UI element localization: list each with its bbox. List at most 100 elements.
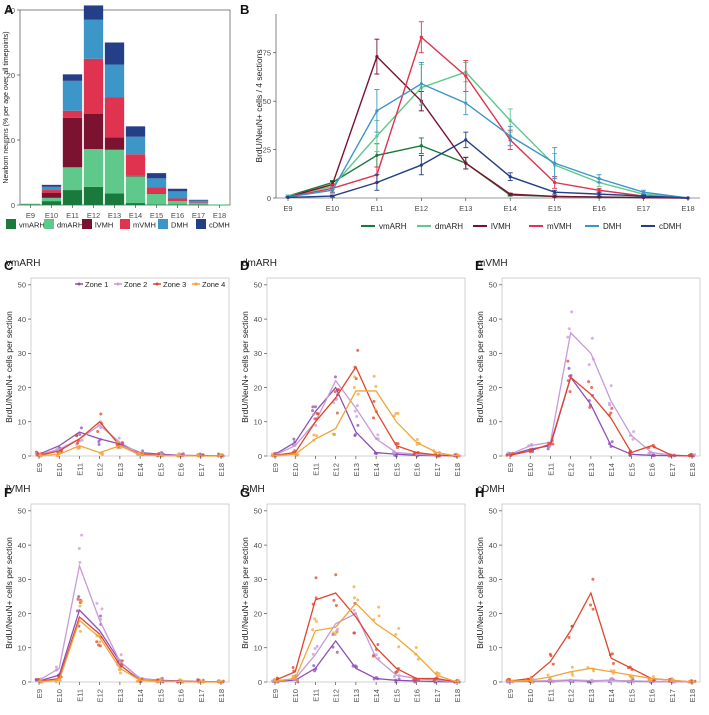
replicate-dot: [335, 650, 339, 654]
replicate-dot: [295, 678, 299, 682]
series-line-zone: [509, 376, 693, 457]
replicate-dot: [568, 390, 572, 394]
legend-label: Zone 3: [163, 280, 186, 289]
x-tick-label: E12: [332, 463, 341, 476]
data-point: [375, 180, 379, 185]
legend-dot: [194, 282, 198, 286]
y-tick-label: 10: [489, 644, 497, 653]
replicate-dot: [99, 412, 103, 416]
x-tick-label: E17: [197, 463, 206, 476]
replicate-dot: [392, 674, 396, 678]
replicate-dot: [79, 599, 83, 603]
x-tick-label: E11: [370, 204, 383, 213]
x-tick-label: E10: [526, 463, 535, 476]
replicate-dot: [352, 385, 356, 389]
replicate-dot: [631, 675, 635, 679]
x-tick-label: E14: [372, 463, 381, 476]
replicate-dot: [610, 440, 614, 444]
legend-label: Zone 1: [85, 280, 108, 289]
replicate-dot: [100, 607, 104, 611]
x-tick-label: E11: [311, 689, 320, 702]
x-tick-label: E12: [567, 463, 576, 476]
replicate-dot: [291, 665, 295, 669]
x-tick-label: E12: [96, 689, 105, 702]
bar-segment-cDMH: [146, 173, 167, 179]
data-point: [375, 134, 379, 138]
data-point: [464, 138, 468, 142]
series-line-zone: [509, 331, 693, 457]
replicate-dot: [333, 375, 337, 379]
data-point: [553, 161, 557, 165]
replicate-dot: [376, 433, 380, 437]
series-line-zone: [274, 379, 458, 457]
y-tick-label: 20: [254, 609, 262, 618]
bar-segment-vmARH: [104, 193, 125, 205]
replicate-dot: [591, 607, 595, 611]
x-tick-label: E15: [156, 463, 165, 476]
series-line-dmARH: [287, 71, 689, 199]
y-tick-label: 40: [489, 541, 497, 550]
data-point: [597, 192, 601, 196]
replicate-dot: [592, 669, 596, 673]
replicate-dot: [120, 659, 124, 663]
replicate-dot: [119, 653, 123, 657]
y-tick-label: 10: [18, 418, 26, 427]
replicate-dot: [119, 671, 123, 675]
replicate-dot: [99, 614, 103, 618]
x-tick-label: E14: [607, 689, 616, 702]
replicate-dot: [353, 631, 357, 635]
replicate-dot: [353, 433, 357, 437]
replicate-dot: [311, 409, 315, 413]
legend-label: dmARH: [57, 221, 83, 230]
x-tick-label: E9: [506, 463, 515, 472]
bar-segment-vmARH: [125, 203, 146, 205]
legend-label: Zone 4: [202, 280, 225, 289]
data-point: [375, 153, 379, 157]
x-tick-label: E11: [75, 689, 84, 702]
replicate-dot: [315, 434, 319, 438]
replicate-dot: [647, 678, 651, 682]
y-tick-label: 30: [489, 575, 497, 584]
replicate-dot: [651, 675, 655, 679]
x-tick-label: E10: [45, 211, 58, 220]
x-tick-label: E16: [177, 689, 186, 702]
replicate-dot: [456, 453, 460, 457]
legend-label: cDMH: [209, 221, 230, 230]
replicate-dot: [691, 680, 695, 684]
y-tick-label: 50: [254, 507, 262, 516]
bar-segment-DMH: [125, 136, 146, 155]
replicate-dot: [80, 533, 84, 537]
y-tick-label: 0: [493, 678, 497, 687]
x-tick-label: E15: [548, 204, 561, 213]
replicate-dot: [78, 560, 82, 564]
y-tick-label: 20: [18, 609, 26, 618]
y-tick-label: 50: [489, 281, 497, 290]
x-tick-label: E13: [108, 211, 121, 220]
legend-swatch: [44, 219, 54, 229]
replicate-dot: [77, 595, 81, 599]
data-point: [508, 175, 512, 179]
replicate-dot: [78, 432, 82, 436]
replicate-dot: [609, 384, 613, 388]
plot-frame: [19, 9, 231, 206]
legend-dot: [116, 282, 120, 286]
x-tick-label: E11: [546, 463, 555, 476]
x-tick-label: E17: [433, 689, 442, 702]
replicate-dot: [77, 546, 81, 550]
y-tick-label: 40: [489, 315, 497, 324]
x-tick-label: E18: [688, 463, 697, 476]
x-tick-label: E13: [352, 689, 361, 702]
replicate-dot: [571, 673, 575, 677]
replicate-dot: [397, 645, 401, 649]
plot-frame: [501, 503, 701, 683]
replicate-dot: [117, 436, 121, 440]
legend-label: lVMH: [95, 221, 113, 230]
replicate-dot: [78, 446, 82, 450]
bar-segment-lVMH: [104, 137, 125, 150]
x-tick-label: E15: [150, 211, 163, 220]
series-line-zone: [38, 431, 222, 457]
replicate-dot: [313, 669, 317, 673]
bar-segment-dmARH: [146, 193, 167, 205]
x-tick-label: E11: [311, 463, 320, 476]
